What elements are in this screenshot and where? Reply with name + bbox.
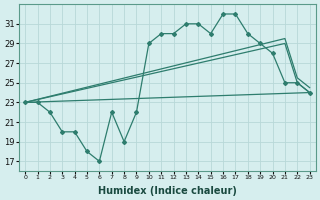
X-axis label: Humidex (Indice chaleur): Humidex (Indice chaleur): [98, 186, 237, 196]
